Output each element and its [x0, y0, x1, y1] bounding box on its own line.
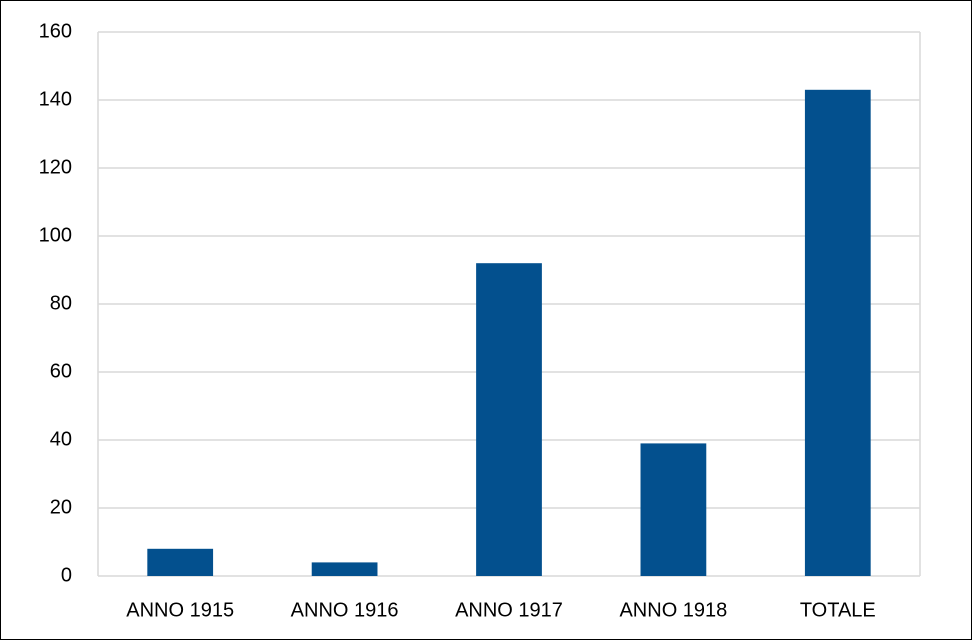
x-tick-label: TOTALE — [800, 599, 876, 621]
x-tick-label: ANNO 1916 — [291, 599, 399, 621]
y-tick-label: 80 — [50, 292, 72, 314]
y-tick-label: 40 — [50, 428, 72, 450]
y-tick-label: 120 — [39, 156, 72, 178]
x-tick-label: ANNO 1918 — [619, 599, 727, 621]
bar — [804, 89, 871, 577]
x-tick-label: ANNO 1917 — [455, 599, 563, 621]
y-tick-label: 140 — [39, 88, 72, 110]
bar — [640, 443, 707, 576]
y-tick-label: 100 — [39, 224, 72, 246]
x-tick-label: ANNO 1915 — [126, 599, 234, 621]
bar — [147, 548, 214, 576]
y-tick-label: 60 — [50, 360, 72, 382]
y-tick-label: 0 — [61, 564, 72, 586]
bar — [476, 263, 542, 576]
y-tick-label: 20 — [50, 496, 72, 518]
bar — [311, 562, 378, 576]
y-tick-label: 160 — [39, 20, 72, 42]
